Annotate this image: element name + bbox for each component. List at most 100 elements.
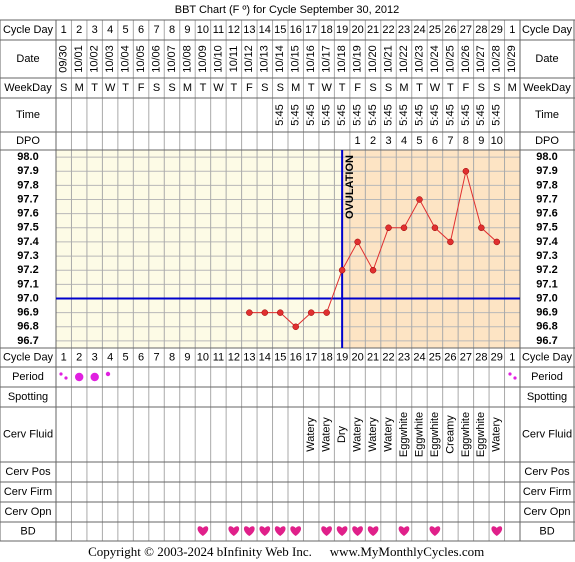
cycle_days-cell: 4 bbox=[107, 24, 113, 36]
cycle_days-cell: 18 bbox=[321, 24, 333, 36]
heart bbox=[367, 526, 379, 536]
temp-point bbox=[261, 309, 269, 316]
times-cell: 5:45 bbox=[321, 104, 333, 125]
y-tick-label: 96.7 bbox=[17, 335, 38, 347]
weekdays-cell: F bbox=[354, 82, 361, 94]
temp-point bbox=[338, 266, 346, 274]
cycle_days-cell: 1 bbox=[61, 24, 67, 36]
times-cell: 5:45 bbox=[475, 104, 487, 125]
weekdays-cell: S bbox=[478, 82, 485, 94]
dates-cell: 10/16 bbox=[305, 45, 317, 73]
weekdays-cell: F bbox=[462, 82, 469, 94]
website: www.MyMonthlyCycles.com bbox=[330, 544, 484, 559]
cycle_days-cell: 7 bbox=[153, 351, 159, 363]
weekdays-cell: S bbox=[493, 82, 500, 94]
weekdays-cell: T bbox=[308, 82, 315, 94]
period-spot bbox=[513, 376, 517, 380]
times-cell: 5:45 bbox=[305, 104, 317, 125]
y-tick-label: 97.9 bbox=[536, 165, 557, 177]
y-tick-label: 97.8 bbox=[17, 179, 38, 191]
temp-point bbox=[447, 238, 454, 246]
times-cell: 5:45 bbox=[274, 104, 286, 125]
dates-cell: 10/21 bbox=[382, 45, 394, 73]
dates-cell: 10/25 bbox=[444, 45, 456, 73]
copyright: Copyright © 2003-2024 bInfinity Web Inc. bbox=[88, 544, 312, 559]
row-label: Cycle Day bbox=[522, 351, 573, 363]
cerv_fluid-cell: Eggwhite bbox=[413, 412, 425, 457]
dates-cell: 10/28 bbox=[491, 45, 503, 73]
y-tick-label: 97.6 bbox=[17, 208, 38, 220]
dates-cell: 10/14 bbox=[274, 45, 286, 73]
cycle_days-cell: 11 bbox=[213, 24, 224, 36]
row-label: Cerv Firm bbox=[4, 486, 52, 498]
heart bbox=[491, 526, 503, 536]
dates-cell: 10/03 bbox=[104, 45, 116, 73]
row-label: Date bbox=[16, 53, 39, 65]
row-label: Cerv Fluid bbox=[522, 428, 572, 440]
heart bbox=[243, 526, 255, 536]
period-spot bbox=[508, 372, 512, 376]
cycle_days-cell: 25 bbox=[429, 24, 441, 36]
cycle_days-cell: 4 bbox=[107, 351, 113, 363]
y-tick-label: 96.9 bbox=[536, 307, 557, 319]
heart bbox=[352, 526, 363, 536]
pre-ovulation-zone bbox=[56, 150, 343, 348]
cycle_days-cell: 13 bbox=[243, 24, 255, 36]
heart bbox=[228, 526, 240, 536]
row-label: Spotting bbox=[8, 391, 48, 403]
dates-cell: 10/12 bbox=[243, 45, 255, 73]
row-label: Time bbox=[16, 109, 40, 121]
dates-cell: 10/17 bbox=[321, 45, 333, 73]
cycle_days-cell: 6 bbox=[138, 24, 144, 36]
row-label: BD bbox=[539, 525, 554, 537]
row-label: Cerv Pos bbox=[5, 466, 51, 478]
cycle_days-cell: 8 bbox=[169, 24, 175, 36]
cycle_days-cell: 20 bbox=[351, 351, 363, 363]
cerv_fluid-cell: Dry bbox=[336, 425, 348, 443]
cycle_days-cell: 28 bbox=[475, 24, 487, 36]
temp-point bbox=[292, 323, 299, 331]
y-tick-label: 97.9 bbox=[17, 165, 38, 177]
times-cell: 5:45 bbox=[413, 104, 425, 125]
annotation: OVULATION bbox=[344, 155, 356, 219]
y-tick-label: 97.4 bbox=[536, 236, 558, 248]
cycle_days-cell: 23 bbox=[398, 24, 410, 36]
dates-cell: 10/20 bbox=[367, 45, 379, 73]
heart bbox=[321, 526, 332, 536]
cycle_days-cell: 1 bbox=[509, 351, 515, 363]
y-tick-label: 97.2 bbox=[17, 264, 38, 276]
cycle_days-cell: 11 bbox=[213, 351, 224, 363]
heart bbox=[336, 526, 348, 536]
times-cell: 5:45 bbox=[352, 104, 364, 125]
times-cell: 5:45 bbox=[290, 104, 302, 125]
y-tick-label: 97.3 bbox=[536, 250, 557, 262]
y-tick-label: 97.5 bbox=[17, 222, 38, 234]
y-tick-label: 98.0 bbox=[536, 151, 557, 163]
cycle_days-cell: 27 bbox=[460, 351, 472, 363]
dates-cell: 10/18 bbox=[336, 45, 348, 73]
cycle_days-cell: 26 bbox=[444, 351, 456, 363]
weekdays-cell: T bbox=[447, 82, 454, 94]
row-label: WeekDay bbox=[523, 82, 571, 94]
cerv_fluid-cell: Eggwhite bbox=[475, 412, 487, 457]
temp-point bbox=[307, 309, 315, 316]
period-spot bbox=[59, 372, 63, 376]
weekdays-cell: S bbox=[60, 82, 67, 94]
heart bbox=[274, 526, 286, 536]
cycle_days-cell: 22 bbox=[382, 351, 394, 363]
dates-cell: 10/10 bbox=[212, 45, 224, 73]
temp-point bbox=[462, 167, 470, 175]
y-tick-label: 97.7 bbox=[17, 193, 38, 205]
period-icons bbox=[59, 371, 517, 382]
times-cell: 5:45 bbox=[491, 104, 503, 125]
cerv_fluid-cell: Watery bbox=[352, 417, 364, 452]
cycle_days-cell: 25 bbox=[429, 351, 441, 363]
cycle_days-cell: 21 bbox=[367, 351, 379, 363]
temp-point bbox=[478, 224, 485, 232]
dpo-cell: 8 bbox=[463, 135, 469, 147]
dpo-cell: 5 bbox=[416, 135, 422, 147]
y-tick-label: 97.2 bbox=[536, 264, 557, 276]
cycle_days-cell: 13 bbox=[243, 351, 255, 363]
y-tick-label: 97.7 bbox=[536, 193, 557, 205]
